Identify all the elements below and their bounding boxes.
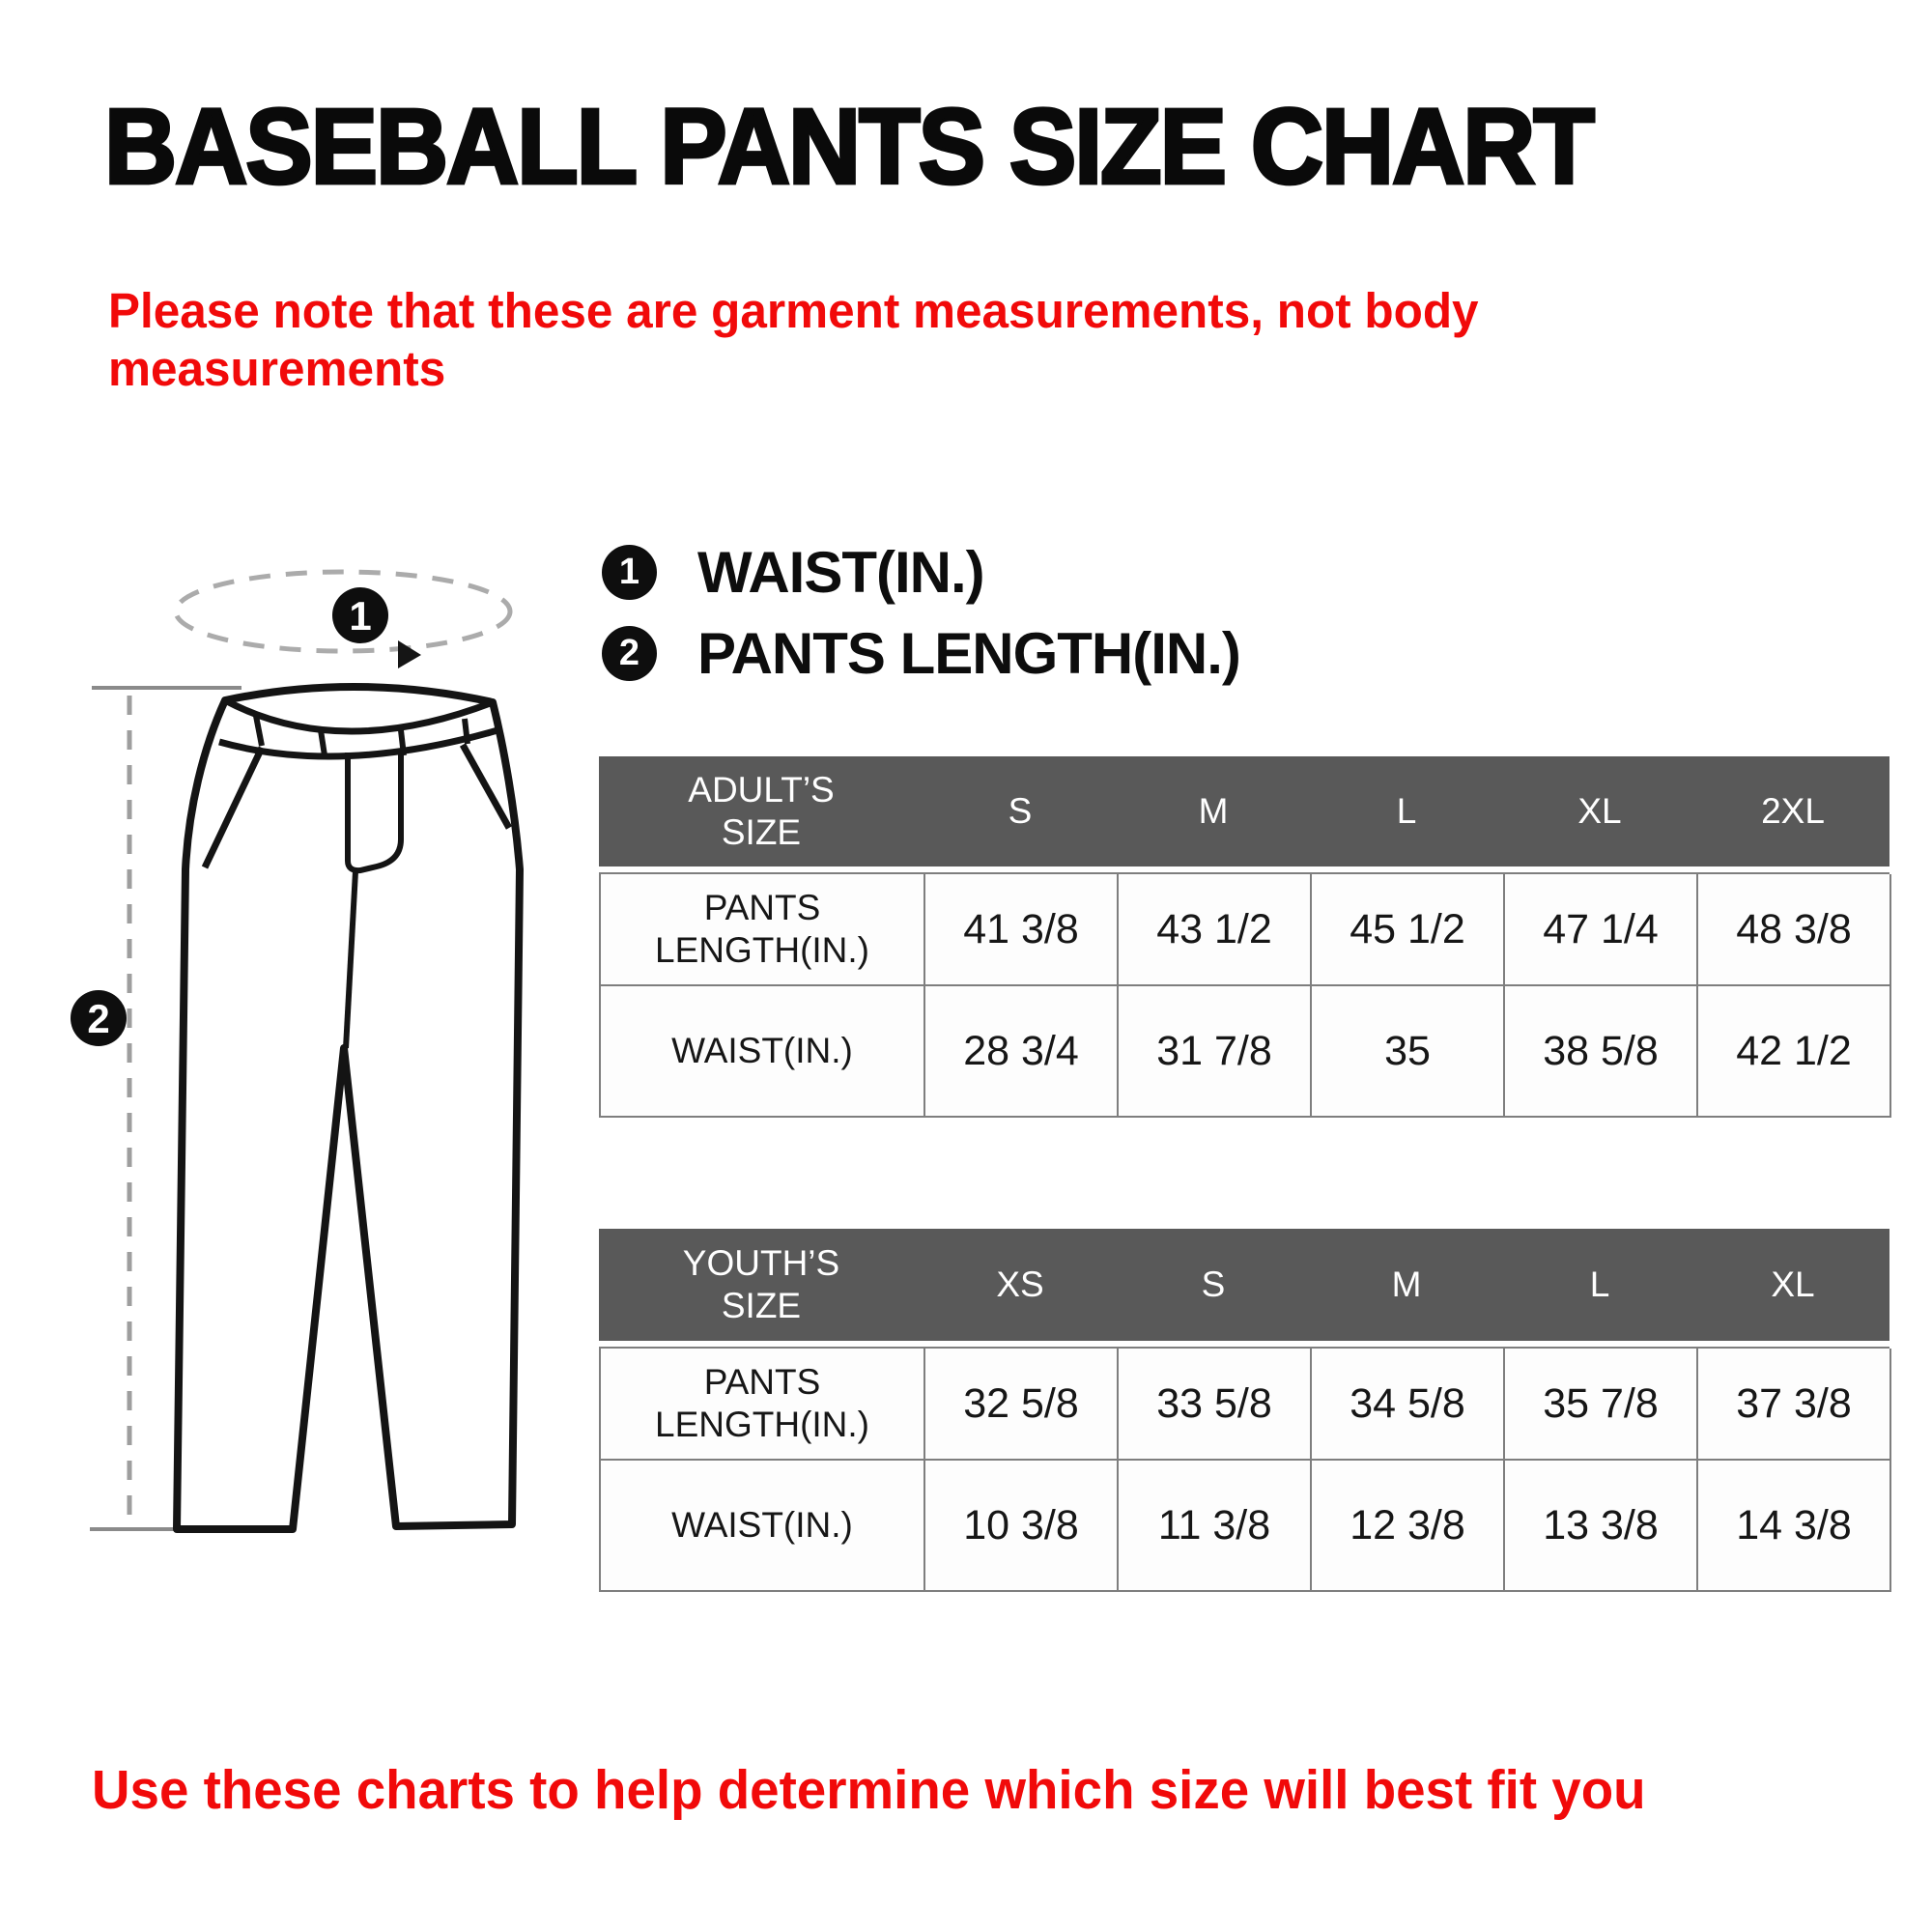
adult-waist-cell: 42 1/2: [1698, 986, 1891, 1118]
youth-pants-length-cell: 32 5/8: [925, 1349, 1119, 1461]
pants-diagram: 1 2: [71, 569, 524, 1533]
youth-pants-length-cell: 34 5/8: [1312, 1349, 1505, 1461]
youth-size-group-label: YOUTH’S SIZE: [682, 1243, 840, 1325]
marker-2-label: 2: [87, 996, 109, 1041]
adult-row-label: PANTS LENGTH(IN.): [601, 874, 925, 986]
waist-ellipse: [173, 569, 513, 654]
garment-note-line: Please note that these are garment measu…: [108, 283, 1479, 338]
footer-note: Use these charts to help determine which…: [92, 1759, 1646, 1821]
youth-size-table: YOUTH’S SIZE XS S M L XL PANTS LENGTH(IN…: [599, 1229, 1891, 1592]
youth-row-label: WAIST(IN.): [601, 1461, 925, 1592]
youth-table-body: PANTS LENGTH(IN.) 32 5/8 33 5/8 34 5/8 3…: [599, 1347, 1891, 1592]
garment-note-line: measurements: [108, 340, 446, 396]
waist-arrow-icon: [398, 640, 421, 668]
adult-pants-length-cell: 45 1/2: [1312, 874, 1505, 986]
youth-waist-cell: 12 3/8: [1312, 1461, 1505, 1592]
adult-table-header: ADULT’S SIZE S M L XL 2XL: [599, 756, 1889, 867]
youth-waist-cell: 11 3/8: [1119, 1461, 1312, 1592]
youth-table-header: YOUTH’S SIZE XS S M L XL: [599, 1229, 1889, 1341]
marker-2-badge: [71, 990, 127, 1046]
pocket-seam-left: [201, 746, 266, 869]
adult-waist-cell: 31 7/8: [1119, 986, 1312, 1118]
youth-col-header: M: [1391, 1264, 1422, 1305]
youth-col-header: XL: [1771, 1264, 1815, 1305]
adult-pants-length-cell: 48 3/8: [1698, 874, 1891, 986]
adult-pants-length-cell: 43 1/2: [1119, 874, 1312, 986]
adult-row-label: WAIST(IN.): [601, 986, 925, 1118]
fly-seam: [345, 750, 404, 874]
adult-col-header: M: [1198, 791, 1229, 832]
adult-waist-cell: 38 5/8: [1505, 986, 1698, 1118]
legend-marker-2: 2: [602, 625, 657, 681]
youth-pants-length-cell: 33 5/8: [1119, 1349, 1312, 1461]
page-title: BASEBALL PANTS SIZE CHART: [102, 86, 1596, 209]
adult-pants-length-cell: 47 1/4: [1505, 874, 1698, 986]
measurement-legend: 1 WAIST(IN.) 2 PANTS LENGTH(IN.): [602, 540, 1241, 706]
adult-col-header: 2XL: [1761, 791, 1825, 832]
adult-waist-cell: 28 3/4: [925, 986, 1119, 1118]
youth-col-header: XS: [996, 1264, 1044, 1305]
belt-loop: [253, 715, 265, 747]
youth-waist-cell: 14 3/8: [1698, 1461, 1891, 1592]
pocket-seam-right: [459, 743, 513, 830]
youth-pants-length-cell: 35 7/8: [1505, 1349, 1698, 1461]
pants-outline: [173, 682, 524, 1533]
adult-col-header: S: [1008, 791, 1033, 832]
legend-label-waist: WAIST(IN.): [697, 539, 985, 605]
adult-waist-cell: 35: [1312, 986, 1505, 1118]
waistband-top-seam: [223, 696, 495, 735]
legend-marker-1: 1: [602, 544, 657, 600]
legend-item-pants-length: 2 PANTS LENGTH(IN.): [602, 621, 1241, 686]
legend-item-waist: 1 WAIST(IN.): [602, 540, 1240, 605]
garment-note: Please note that these are garment measu…: [108, 282, 1479, 397]
youth-waist-cell: 10 3/8: [925, 1461, 1119, 1592]
adult-col-header: L: [1396, 791, 1417, 832]
youth-waist-cell: 13 3/8: [1505, 1461, 1698, 1592]
legend-label-pants-length: PANTS LENGTH(IN.): [697, 620, 1241, 686]
center-seam: [343, 870, 358, 1049]
youth-col-header: L: [1589, 1264, 1610, 1305]
youth-row-label: PANTS LENGTH(IN.): [601, 1349, 925, 1461]
adult-col-header: XL: [1577, 791, 1622, 832]
adult-pants-length-cell: 41 3/8: [925, 874, 1119, 986]
adult-table-body: PANTS LENGTH(IN.) 41 3/8 43 1/2 45 1/2 4…: [599, 872, 1891, 1118]
belt-loop: [462, 718, 470, 745]
youth-pants-length-cell: 37 3/8: [1698, 1349, 1891, 1461]
youth-col-header: S: [1201, 1264, 1226, 1305]
belt-loop: [318, 729, 327, 756]
marker-1-label: 1: [349, 593, 371, 639]
adult-size-group-label: ADULT’S SIZE: [688, 770, 835, 852]
adult-size-table: ADULT’S SIZE S M L XL 2XL PANTS LENGTH(I…: [599, 756, 1891, 1118]
marker-1-badge: [332, 587, 388, 643]
